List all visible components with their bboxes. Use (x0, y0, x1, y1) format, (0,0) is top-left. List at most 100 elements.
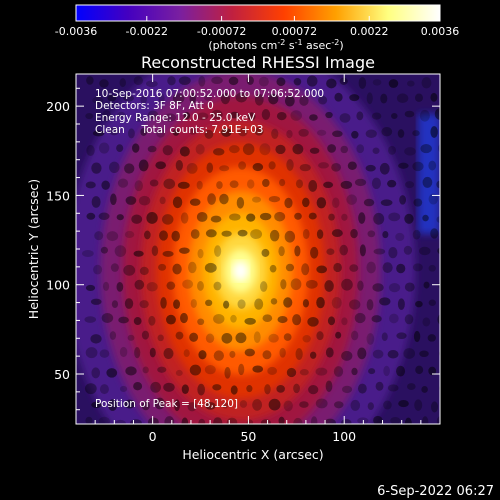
heatmap-texture-cell (383, 400, 392, 410)
heatmap-texture-cell (84, 316, 97, 323)
heatmap-texture-cell (436, 415, 440, 424)
heatmap-texture-cell (331, 163, 342, 172)
heatmap-texture-cell (91, 162, 102, 174)
heatmap-texture-cell (327, 316, 336, 326)
heatmap-texture-cell (371, 315, 382, 323)
heatmap-texture-cell (341, 350, 353, 361)
heatmap-texture-cell (325, 380, 333, 392)
heatmap-texture-cell (271, 128, 279, 139)
heatmap-texture-cell (310, 246, 319, 259)
heatmap-texture-cell (412, 161, 424, 172)
y-axis-ticks: 50 100 150 200 (46, 87, 440, 411)
heatmap-texture-cell (284, 197, 293, 209)
heatmap-texture-cell (147, 417, 159, 424)
colorbar-tick-label: -0.0036 (55, 25, 97, 38)
heatmap-texture-cell (147, 145, 157, 153)
peak-position-label: Position of Peak = [48,120] (95, 398, 238, 410)
heatmap-texture-cell (404, 110, 415, 118)
heatmap-texture-cell (172, 196, 183, 209)
heatmap-texture-cell (244, 348, 255, 357)
heatmap-texture-cell (138, 159, 149, 172)
colorbar-tick-label: 0.00072 (272, 25, 318, 38)
heatmap-texture-cell (396, 365, 406, 377)
heatmap-texture-cell (324, 418, 336, 424)
heatmap-texture-cell (286, 367, 297, 378)
heatmap-texture-cell (206, 162, 214, 173)
heatmap-texture-cell (428, 160, 437, 171)
heatmap-texture-cell (388, 79, 399, 88)
heatmap-texture-cell (253, 331, 261, 343)
heatmap-texture-cell (381, 126, 393, 137)
heatmap-texture-cell (334, 401, 344, 409)
heatmap-texture-cell (133, 76, 144, 86)
heatmap-texture-cell (228, 145, 240, 154)
heatmap-texture-cell (436, 216, 440, 223)
heatmap-texture-cell (198, 418, 206, 424)
heatmap-texture-cell (341, 213, 348, 221)
heatmap-texture-cell (323, 181, 334, 189)
heatmap-texture-cell (163, 382, 175, 392)
heatmap-texture-cell (316, 129, 327, 136)
heatmap-texture-cell (85, 284, 96, 292)
heatmap-texture-cell (366, 92, 373, 105)
heatmap-texture-cell (238, 161, 247, 170)
heatmap-texture-cell (172, 128, 180, 136)
y-tick-label: 150 (46, 188, 70, 203)
heatmap-texture-cell (262, 314, 273, 323)
heatmap-texture-cell (349, 299, 361, 310)
heatmap-texture-cell (395, 232, 405, 242)
heatmap-texture-cell (85, 416, 93, 424)
heatmap-edge-band (418, 114, 440, 234)
heatmap-texture-cell (367, 402, 374, 411)
heatmap-texture-cell (379, 162, 390, 175)
heatmap-texture-cell (142, 366, 149, 374)
heatmap-texture-cell (388, 246, 398, 259)
heatmap-texture-cell (246, 385, 253, 393)
heatmap-texture-cell (258, 76, 269, 87)
heatmap-texture-cell (277, 315, 288, 324)
heatmap-texture-cell (140, 95, 147, 104)
heatmap-texture-cell (412, 130, 420, 137)
heatmap-texture-cell (133, 250, 144, 257)
heatmap-texture-cell (230, 385, 238, 395)
heatmap-texture-cell (397, 129, 405, 138)
heatmap-texture-cell (189, 332, 199, 342)
heatmap-texture-cell (372, 147, 380, 154)
heatmap-texture-cell (285, 263, 295, 272)
heatmap-texture-cell (308, 384, 319, 395)
heatmap-texture-cell (146, 281, 158, 292)
heatmap-texture-cell (354, 178, 367, 187)
heatmap-texture-cell (367, 230, 376, 238)
heatmap-texture-cell (175, 159, 183, 171)
heatmap-texture-cell (226, 417, 238, 424)
heatmap-texture-cell (91, 401, 102, 409)
heatmap-texture-cell (197, 248, 204, 259)
heatmap-texture-cell (250, 229, 263, 240)
heatmap-texture-cell (116, 144, 124, 152)
heatmap-texture-cell (403, 348, 416, 359)
heatmap-texture-cell (207, 193, 216, 205)
heatmap-texture-cell (398, 162, 409, 169)
heatmap-texture-cell (159, 230, 168, 241)
heatmap-texture-cell (101, 110, 112, 122)
heatmap-texture-cell (388, 282, 401, 293)
heatmap-texture-cell (117, 178, 129, 188)
heatmap-texture-cell (298, 128, 309, 137)
heatmap-texture-cell (189, 364, 202, 376)
heatmap-texture-cell (262, 350, 272, 360)
heatmap-texture-cell (188, 128, 197, 135)
heatmap-texture-cell (98, 142, 110, 154)
heatmap-texture-cell (117, 111, 126, 118)
heatmap-texture-cell (328, 213, 335, 221)
heatmap-texture-cell (94, 231, 104, 241)
heatmap-texture-cell (205, 299, 213, 307)
heatmap-texture-cell (228, 76, 239, 86)
heatmap-texture-cell (290, 278, 302, 291)
heatmap-texture-cell (157, 334, 164, 342)
heatmap-texture-cell (235, 332, 247, 344)
heatmap-texture-cell (246, 419, 254, 424)
heatmap-texture-cell (124, 399, 136, 409)
x-axis-label: Heliocentric X (arcsec) (182, 447, 323, 462)
heatmap-texture-cell (109, 127, 120, 136)
heatmap-texture-cell (391, 112, 398, 119)
